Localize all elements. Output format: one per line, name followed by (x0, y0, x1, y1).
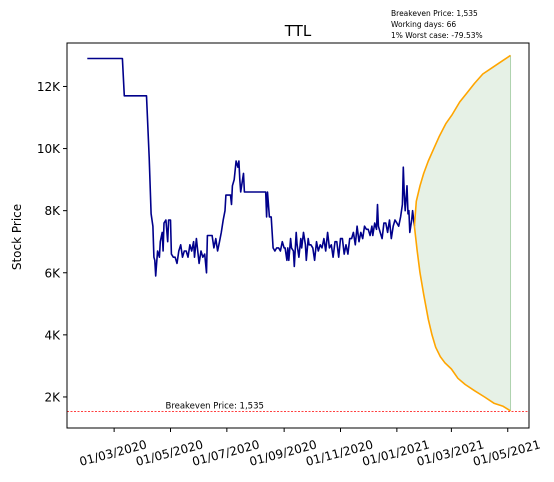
breakeven-label: Breakeven Price: 1,535 (165, 401, 263, 411)
series-layer (87, 54, 511, 412)
forecast-band-layer (414, 55, 512, 411)
forecast-upper-line (413, 54, 511, 227)
history-price-line (87, 57, 416, 277)
y-axis-label: Stock Price (10, 204, 24, 270)
y-tick-label: 12K (37, 80, 61, 94)
y-tick-label: 10K (37, 142, 61, 156)
y-tick-label: 6K (44, 266, 61, 280)
plot-frame (66, 42, 530, 429)
forecast-lower-line (413, 226, 511, 412)
y-tick-label: 8K (44, 204, 61, 218)
info-worst-case: 1% Worst case: -79.53% (391, 31, 483, 40)
breakeven-layer: Breakeven Price: 1,535 (67, 401, 529, 412)
chart-title: TTL (284, 22, 312, 40)
y-tick-label: 4K (44, 328, 61, 342)
forecast-band (414, 55, 511, 411)
info-box: Breakeven Price: 1,535 Working days: 66 … (391, 9, 483, 40)
info-breakeven: Breakeven Price: 1,535 (391, 9, 478, 18)
info-working-days: Working days: 66 (391, 20, 456, 29)
y-axis-ticks: 2K 4K 6K 8K 10K 12K (37, 80, 67, 404)
y-tick-label: 2K (44, 390, 61, 404)
